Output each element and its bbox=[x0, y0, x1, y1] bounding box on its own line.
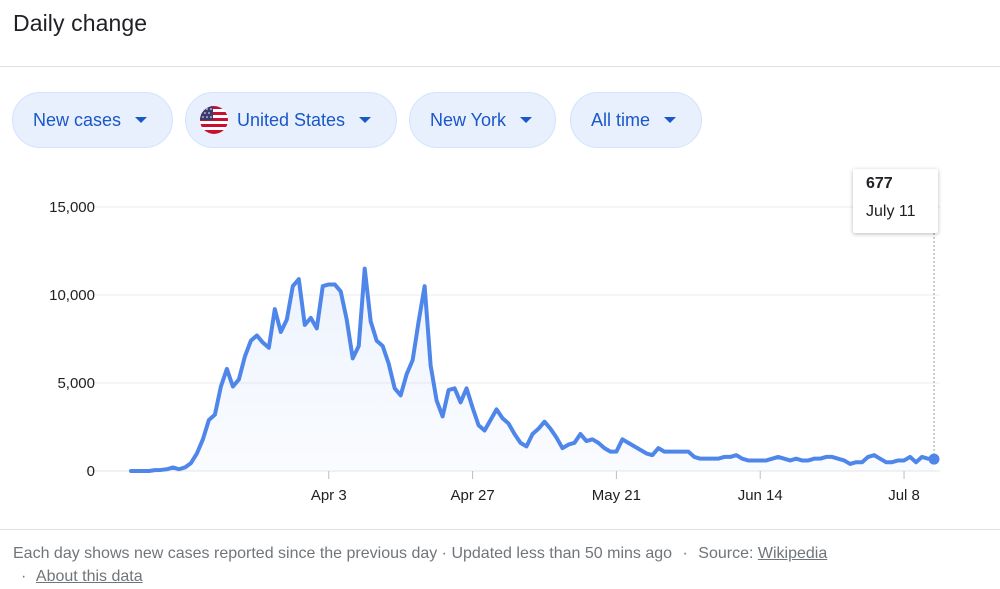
chevron-down-icon bbox=[359, 117, 372, 123]
y-tick-label: 15,000 bbox=[49, 199, 95, 216]
separator: · bbox=[682, 545, 688, 562]
region-dropdown-label: New York bbox=[430, 109, 507, 130]
chevron-down-icon bbox=[520, 117, 533, 123]
us-flag-icon bbox=[200, 106, 228, 134]
y-tick-label: 0 bbox=[87, 463, 95, 480]
x-tick-label: Apr 27 bbox=[450, 487, 494, 504]
range-dropdown-label: All time bbox=[591, 109, 651, 130]
hover-tooltip: 677 July 11 bbox=[853, 169, 938, 233]
series-area bbox=[131, 268, 934, 471]
y-tick-label: 10,000 bbox=[49, 287, 95, 304]
about-data-link[interactable]: About this data bbox=[35, 568, 143, 585]
tooltip-date: July 11 bbox=[866, 203, 916, 220]
country-dropdown[interactable]: United States bbox=[185, 92, 397, 148]
footer-note: Each day shows new cases reported since … bbox=[13, 545, 673, 562]
header-divider bbox=[0, 66, 1000, 67]
metric-dropdown[interactable]: New cases bbox=[12, 92, 173, 148]
daily-cases-chart[interactable]: 0 5,000 10,000 15,000 Apr 3 Apr 27 May 21 Jun … bbox=[0, 160, 1000, 525]
footer: Each day shows new cases reported since … bbox=[13, 542, 988, 588]
x-tick-label: Apr 3 bbox=[311, 487, 347, 504]
footer-divider bbox=[0, 529, 1000, 530]
source-label: Source: bbox=[698, 545, 754, 562]
region-dropdown[interactable]: New York bbox=[409, 92, 556, 148]
chevron-down-icon bbox=[135, 117, 148, 123]
source-link[interactable]: Wikipedia bbox=[757, 545, 828, 562]
y-tick-label: 5,000 bbox=[57, 375, 95, 392]
x-tick-label: Jun 14 bbox=[738, 487, 783, 504]
country-dropdown-label: United States bbox=[237, 109, 346, 130]
tooltip-value: 677 bbox=[866, 175, 893, 192]
separator: · bbox=[21, 568, 27, 585]
chevron-down-icon bbox=[664, 117, 677, 123]
x-tick-label: Jul 8 bbox=[888, 487, 920, 504]
page-title: Daily change bbox=[13, 10, 148, 36]
range-dropdown[interactable]: All time bbox=[570, 92, 702, 148]
metric-dropdown-label: New cases bbox=[33, 109, 122, 130]
filter-bar: New cases United States New York All tim… bbox=[0, 0, 1000, 160]
x-tick-label: May 21 bbox=[592, 487, 641, 504]
series-line bbox=[129, 266, 936, 473]
highlighted-data-point bbox=[928, 453, 940, 465]
